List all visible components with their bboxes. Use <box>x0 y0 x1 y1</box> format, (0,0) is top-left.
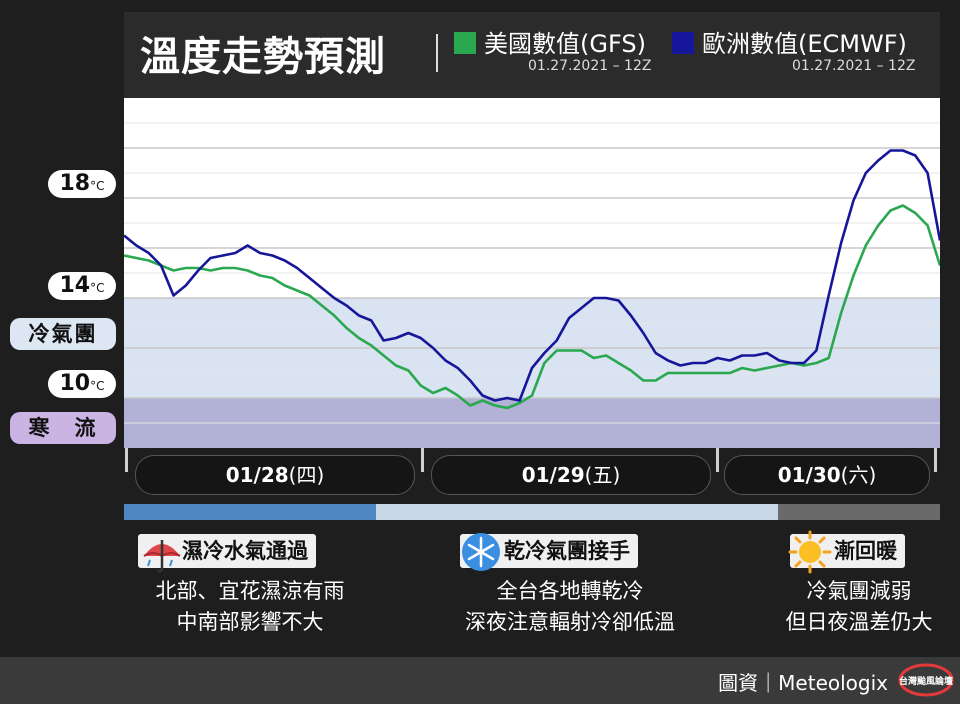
footer-credit: 圖資｜Meteologix <box>718 671 888 695</box>
legend-label-gfs: 美國數值(GFS) <box>484 30 646 58</box>
legend-label-ecmwf: 歐洲數值(ECMWF) <box>702 30 907 58</box>
phase-desc-wet-cold: 北部、宜花濕涼有雨 中南部影響不大 <box>155 579 345 634</box>
day-tick <box>421 448 424 472</box>
day-tick <box>934 448 937 472</box>
legend-date-ecmwf: 01.27.2021 – 12Z <box>792 58 916 74</box>
temperature-chart <box>124 98 940 448</box>
phase-bar-dry-cold <box>376 504 778 520</box>
phase-desc-dry-cold: 全台各地轉乾冷 深夜注意輻射冷卻低溫 <box>465 579 675 634</box>
day-label-0130: 01/30(六) <box>724 455 930 495</box>
svg-text:台灣颱風論壇: 台灣颱風論壇 <box>899 675 953 687</box>
day-tick <box>716 448 719 472</box>
header-bar: 溫度走勢預測 美國數值(GFS) 01.27.2021 – 12Z 歐洲數值(E… <box>124 12 940 98</box>
legend-date-gfs: 01.27.2021 – 12Z <box>528 58 652 74</box>
band-label-cold-surge: 寒 流 <box>10 412 116 444</box>
series-line-0 <box>124 204 940 410</box>
y-label-14: 14°C <box>48 272 116 300</box>
legend-swatch-ecmwf <box>672 32 694 54</box>
y-label-10: 10°C <box>48 370 116 398</box>
day-label-0129: 01/29(五) <box>431 455 711 495</box>
chart-lines <box>124 149 940 410</box>
page-title: 溫度走勢預測 <box>140 34 386 80</box>
footer-bar: 圖資｜Meteologix 台灣颱風論壇 <box>0 657 960 704</box>
day-tick <box>125 448 128 472</box>
band-label-cold-air-mass: 冷氣團 <box>10 318 116 350</box>
y-label-18: 18°C <box>48 170 116 198</box>
snowflake-icon <box>462 533 500 571</box>
phase-bar-wet-cold <box>124 504 376 520</box>
title-divider <box>436 34 438 72</box>
chart-grid <box>124 122 940 424</box>
phase-bar-warming <box>778 504 940 520</box>
series-line-1 <box>124 149 940 402</box>
day-label-0128: 01/28(四) <box>135 455 415 495</box>
sun-icon <box>788 530 832 574</box>
phase-desc-warming: 冷氣團減弱 但日夜溫差仍大 <box>785 579 933 634</box>
logo-icon: 台灣颱風論壇 <box>898 663 954 697</box>
legend-swatch-gfs <box>454 32 476 54</box>
umbrella-rain-icon <box>143 540 181 573</box>
